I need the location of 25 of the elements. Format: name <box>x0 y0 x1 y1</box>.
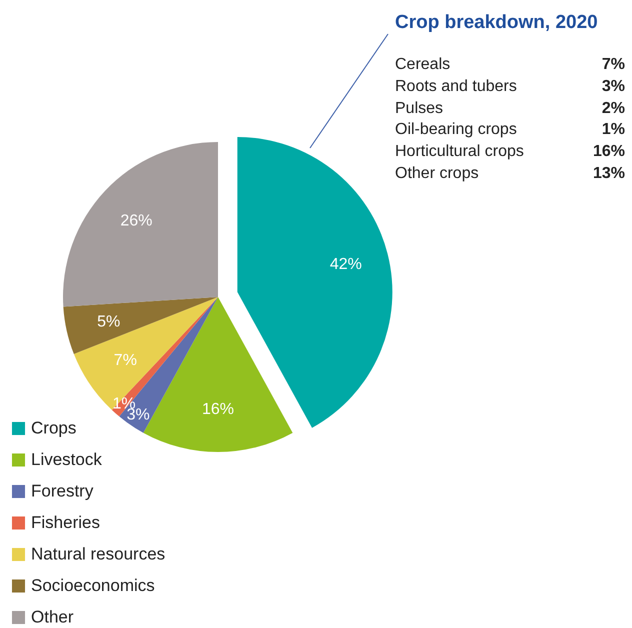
text: 13% <box>592 164 625 182</box>
text: 16% <box>592 143 625 160</box>
text: 1% <box>602 121 625 138</box>
legend-label: Livestock <box>31 450 102 469</box>
data-label: 5% <box>97 313 120 330</box>
legend-label: Crops <box>31 418 76 438</box>
category-label: Oil-bearing crops <box>395 120 517 140</box>
data-label: 7% <box>114 352 137 369</box>
text: 3% <box>602 78 625 95</box>
data-label: 42% <box>330 256 362 274</box>
legend-label: Socioeconomics <box>31 576 155 595</box>
data-label: 26% <box>120 212 152 230</box>
legend-label: Natural resources <box>31 544 166 564</box>
text: 7% <box>602 56 625 73</box>
category-label: Cereals <box>395 55 450 75</box>
text: Crop breakdown, 2020 <box>395 12 599 34</box>
category-label: Pulses <box>395 98 444 119</box>
text: 2% <box>602 100 625 117</box>
category-label: Horticultural crops <box>395 142 524 162</box>
category-label: Roots and tubers <box>395 76 517 97</box>
legend-label: Other <box>31 608 74 626</box>
legend-label: Forestry <box>31 482 94 500</box>
data-label: 16% <box>202 401 234 418</box>
category-label: Other crops <box>395 164 479 184</box>
legend-label: Fisheries <box>31 513 100 532</box>
